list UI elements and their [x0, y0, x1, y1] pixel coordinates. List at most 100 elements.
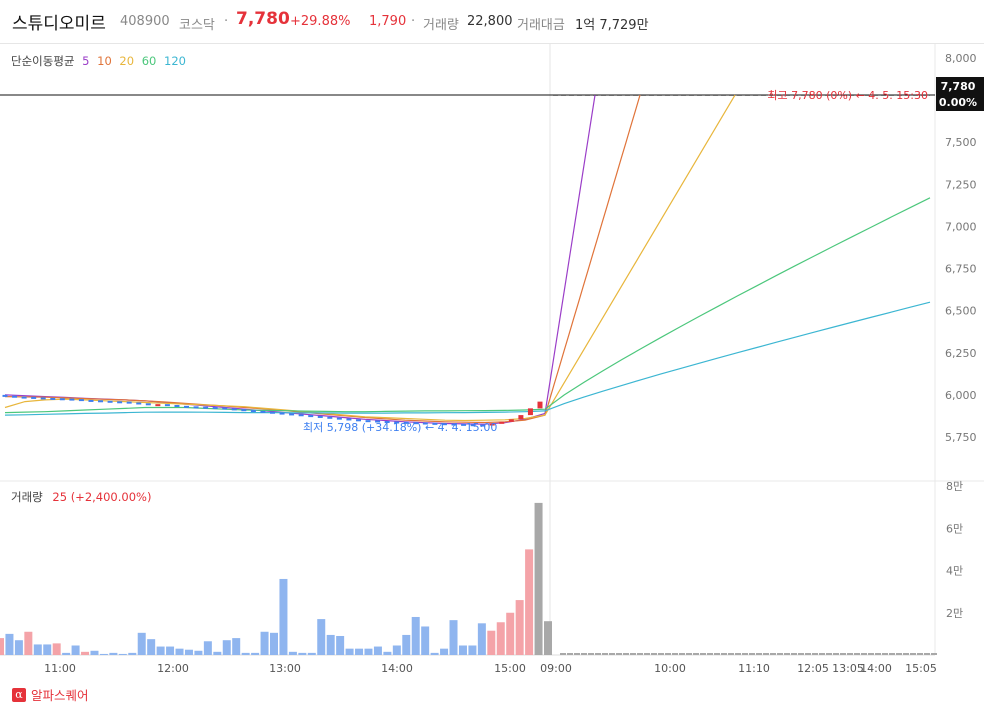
candle [184, 405, 190, 408]
today-volume-bar [665, 653, 671, 655]
today-volume-bar [742, 653, 748, 655]
today-volume-bar [749, 653, 755, 655]
volume-bar [373, 646, 382, 655]
ma-line-10 [4, 94, 641, 424]
market-name: 코스닥 [179, 18, 215, 33]
volume-bar [175, 648, 184, 655]
ma-line-5 [4, 95, 596, 425]
volume-bar [487, 630, 496, 655]
today-volume-bar [924, 653, 930, 655]
volume-bar [496, 622, 505, 655]
candle [451, 423, 457, 426]
volume-bar [534, 502, 543, 655]
today-volume-bar [693, 653, 699, 655]
volume-bar [147, 639, 156, 655]
today-volume-bar [854, 653, 860, 655]
volume-bar [392, 645, 401, 655]
candle [489, 423, 495, 426]
volume-bar [317, 619, 326, 655]
candle [59, 398, 65, 401]
volume-bar [421, 626, 430, 655]
ma-legend-120: 120 [164, 54, 186, 68]
volume-bar [5, 633, 14, 655]
today-volume-bar [910, 653, 916, 655]
ma-legend-10: 10 [97, 54, 112, 68]
candle [174, 404, 180, 407]
time-tick-label: 11:10 [738, 662, 770, 675]
today-volume-bar [728, 653, 734, 655]
candle [231, 408, 237, 411]
candle [537, 401, 543, 409]
today-volume-bar [679, 653, 685, 655]
volume-bar [156, 646, 165, 655]
price-tick-label: 6,000 [945, 389, 977, 402]
ma-legend-title: 단순이동평균 [11, 54, 75, 68]
volume-bar [62, 652, 71, 655]
high-annotation: 최고 7,780 (0%) ← 4. 5. 15:30 [767, 89, 928, 102]
today-volume-bar [700, 653, 706, 655]
candle [2, 394, 8, 397]
today-volume-bar [581, 653, 587, 655]
today-volume-bar [812, 653, 818, 655]
candle [346, 418, 352, 421]
stock-name[interactable]: 스튜디오미르 [12, 14, 106, 34]
candle [250, 410, 256, 413]
today-volume-bar [609, 653, 615, 655]
today-volume-bar [630, 653, 636, 655]
candle [241, 409, 247, 412]
candle [461, 423, 467, 426]
today-volume-bar [686, 653, 692, 655]
volume-bar [477, 623, 486, 655]
today-volume-bar [882, 653, 888, 655]
volume-bar [515, 600, 524, 655]
candle [21, 396, 27, 399]
volume-bar [458, 645, 467, 655]
candle [98, 400, 104, 403]
today-volume-bar [602, 653, 608, 655]
volume-label: 거래량 [423, 18, 459, 33]
volume-bar [81, 651, 90, 655]
volume-bar [468, 645, 477, 655]
volume-bar [270, 632, 278, 655]
today-volume-bar [798, 653, 804, 655]
candle [365, 420, 371, 423]
candle [375, 420, 381, 423]
candle [394, 421, 400, 424]
candle [508, 419, 514, 422]
brand-footer[interactable]: α 알파스퀘어 [12, 685, 89, 704]
today-volume-bar [588, 653, 594, 655]
candle [40, 397, 46, 400]
today-volume-bar [616, 653, 622, 655]
ma-legend[interactable]: 단순이동평균 5 10 20 60 120 [11, 53, 190, 69]
time-tick-label: 14:00 [860, 662, 892, 675]
ma-line-120 [4, 301, 931, 416]
volume-legend[interactable]: 거래량 25 (+2,400.00%) [11, 489, 151, 505]
candle [527, 408, 533, 416]
time-tick-label: 13:00 [269, 662, 301, 675]
volume-bar [383, 651, 392, 655]
candle [355, 419, 361, 422]
ma-legend-5: 5 [82, 54, 90, 68]
today-volume-bar [826, 653, 832, 655]
volume-bar [544, 621, 552, 655]
volume-bar [336, 635, 345, 655]
today-volume-bar [931, 653, 937, 655]
volume-bar [355, 648, 364, 655]
volume-tick-label: 2만 [946, 607, 963, 620]
today-volume-bar [917, 653, 923, 655]
candle [384, 420, 390, 423]
volume-bar [109, 652, 118, 655]
candle [499, 421, 505, 424]
candle [107, 400, 113, 403]
today-volume-bar [861, 653, 867, 655]
volume-bar [260, 631, 269, 655]
volume-bar [14, 640, 23, 655]
time-tick-label: 10:00 [654, 662, 686, 675]
price-tick-label: 5,750 [945, 431, 977, 444]
candle [327, 416, 333, 419]
separator: · [411, 14, 416, 29]
volume-bar [430, 652, 439, 655]
candle [308, 415, 314, 418]
candle [470, 424, 476, 427]
